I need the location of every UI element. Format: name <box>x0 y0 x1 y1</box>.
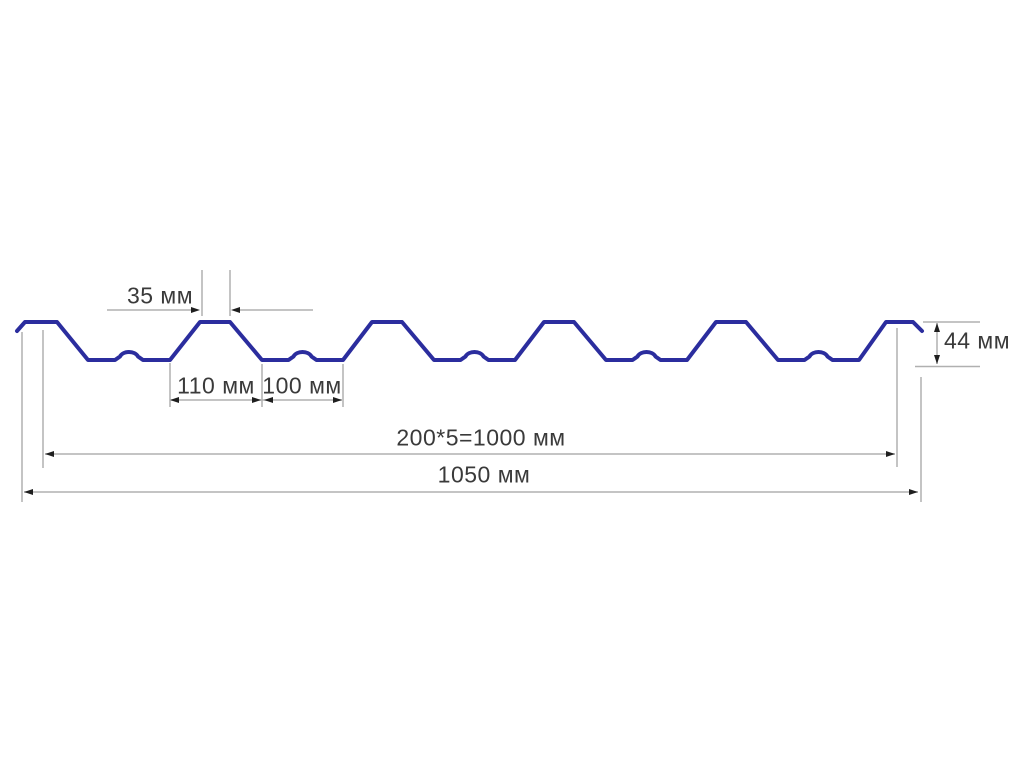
arrow-100-right <box>333 397 342 403</box>
sheet-profile-outline <box>15 320 924 362</box>
arrow-1000-right <box>886 451 895 457</box>
dim-label-valley-width: 100 мм <box>262 372 342 399</box>
dim-label-profile-height: 44 мм <box>943 327 1011 354</box>
dim-label-module-width: 200*5=1000 мм <box>396 424 566 451</box>
arrow-1050-right <box>909 489 918 495</box>
dim-label-overall-width: 1050 мм <box>437 461 531 488</box>
arrow-100-left <box>264 397 273 403</box>
arrow-1000-left <box>45 451 54 457</box>
arrow-44-up <box>934 323 940 332</box>
dimension-lines <box>21 270 980 502</box>
dim-label-rib-base-width: 110 мм <box>177 372 255 399</box>
dimension-arrows <box>24 307 940 495</box>
dim-label-crest-width: 35 мм <box>126 282 194 309</box>
arrow-1050-left <box>24 489 33 495</box>
arrow-35-right <box>231 307 240 313</box>
arrow-44-down <box>934 355 940 364</box>
arrow-110-left <box>170 397 179 403</box>
arrow-110-right <box>252 397 261 403</box>
arrow-35-left <box>191 307 200 313</box>
